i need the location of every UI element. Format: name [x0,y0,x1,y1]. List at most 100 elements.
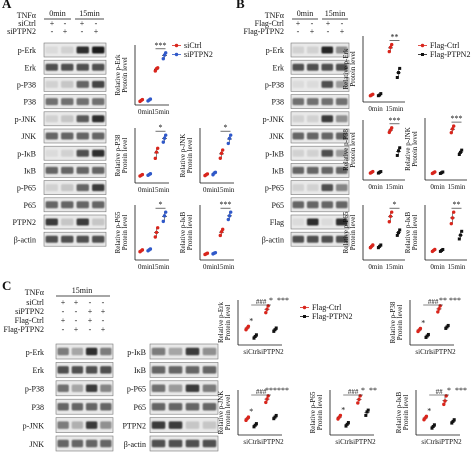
sig-inner-C-pJNK-1: *** [265,386,277,395]
legend-entry-c-1: Flag-PTPN2 [312,312,352,321]
sig-between-C-pJNK: ### [256,388,267,396]
point-B-pP38-1-0-2 [379,170,383,174]
point-A-pIkB-0-1-0 [218,233,222,238]
blot-b-4 [290,111,350,127]
point-B-pJNK-1-1-1 [459,150,462,154]
point-A-pErk-1-0-2 [148,97,153,101]
point-C-pJNK-1-1-1 [273,415,277,419]
point-A-pP65-0-0-2 [140,248,145,252]
cond-label-tnfa-c: TNFα [25,288,45,297]
chart-C-pP38: Relative p-P38 Protein level siCtrl siPTPN2… [389,296,461,356]
point-B-pP65-1-1-2 [398,228,402,232]
point-C-pJNK-1-1-2 [274,413,278,417]
blot-b-9 [290,197,350,213]
cond-sign-b-1-0: - [297,27,300,36]
sig-inner-C-pP65-0: * [341,405,345,414]
band-label-a-9: P65 [24,201,36,210]
point-C-pIkB-0-0-2 [424,414,429,418]
point-C-pIkB-0-1-0 [442,402,446,407]
point-A-pP38-1-0-2 [148,172,153,176]
ylabel-C-pP38: Relative p-P38 [389,301,397,343]
point-B-pP65-0-0-2 [371,243,375,247]
blot-a-0 [43,42,107,58]
cond-sign-b-1-2: - [327,27,330,36]
cond-sign-b-0-1: - [311,19,314,28]
point-A-pP65-0-1-2 [156,226,160,230]
point-B-pErk-0-1-1 [388,45,393,50]
band-label-b-7: IκB [272,166,284,175]
point-B-pErk-1-0-2 [379,92,383,96]
cond-sign-c-0-3: - [102,298,105,307]
cond-sign-a-0-3: - [95,19,98,28]
sig-right-C-pJNK: *** [277,386,289,395]
sig-between-C-pP65: ### [348,388,359,396]
blot-cl-5 [55,435,114,452]
panel-label-c: C [2,278,11,293]
point-B-pP38-0-0-2 [371,169,375,174]
point-C-pP65-1-1-1 [365,410,369,414]
point-B-pP65-1-0-2 [379,243,383,247]
band-label-b-5: JNK [269,132,284,141]
chart-C-pIkB: Relative p-IκB Protein level siCtrl siPTPN2… [395,386,467,446]
cond-sign-c-2-3: - [102,316,105,325]
cond-sign-a-0-0: + [50,19,55,28]
band-label-cl-5: JNK [29,440,44,449]
band-label-b-2: p-P38 [265,80,284,89]
point-A-pIkB-1-0-2 [213,250,218,255]
band-label-cr-2: p-P65 [127,385,146,394]
band-label-cr-3: P65 [134,403,146,412]
point-C-pIkB-1-1-0 [450,421,454,425]
blot-cr-4 [149,417,219,433]
point-A-pIkB-1-1-0 [226,217,230,222]
cond-label-b-1: Flag-PTPN2 [244,27,284,36]
band-label-a-7: IκB [24,166,36,175]
cond-sign-c-1-2: + [88,307,93,316]
point-A-pP38-0-1-1 [154,150,159,154]
legend-entry-c-0: Flag-Ctrl [312,303,342,312]
point-C-pP38-1-1-2 [446,323,450,327]
band-label-b-1: Erk [272,63,284,72]
point-A-pJNK-1-1-1 [227,136,232,141]
panel-label-a: A [2,0,12,11]
cond-sign-b-1-3: + [340,27,345,36]
point-A-pErk-1-1-2 [164,51,168,55]
point-A-pJNK-0-1-1 [219,151,224,156]
point-C-pErk-1-1-0 [272,329,276,333]
ylabel-C-pJNK: Relative p-JNK [217,391,225,435]
time-label-a-1: 15min [79,9,99,18]
band-label-a-6: p-IκB [17,149,36,158]
cond-sign-c-3-3: + [101,325,106,334]
band-label-b-6: p-IκB [265,149,284,158]
point-B-pJNK-1-1-2 [460,148,464,152]
xtick-A-pP65-0: 0min [138,263,153,271]
ylabel2-B-pErk: Protein level [349,51,357,87]
point-C-pErk-1-0-1 [253,334,257,338]
cond-label-b-0: Flag-Ctrl [255,19,285,28]
band-label-cr-0: p-IκB [127,348,146,357]
cond-sign-a-1-0: - [51,27,54,36]
legend-entry-b-1: Flag-PTPN2 [430,50,470,59]
xtick-B-pErk-1: 15min [386,105,404,113]
point-C-pErk-0-1-1 [265,307,269,311]
point-B-pErk-0-1-0 [387,49,391,54]
point-C-pJNK-1-0-1 [253,423,257,427]
cond-sign-b-0-2: + [326,19,331,28]
chart-A-pErk: Relative p-Erk Protein level 0min 15min *** [114,41,170,116]
point-A-pJNK-1-0-2 [213,170,218,174]
point-B-pP38-1-1-2 [398,146,402,150]
cond-sign-c-0-1: + [74,298,79,307]
point-A-pErk-0-1-2 [156,66,160,70]
sig-inner-C-pErk-1: * [269,296,273,305]
cond-sign-a-1-3: + [94,27,99,36]
chart-C-pJNK: Relative p-JNK Protein level siCtrl siPTPN2… [217,386,289,446]
point-B-pJNK-0-1-1 [450,127,455,131]
blot-b-11 [290,231,350,247]
band-label-cr-1: IκB [134,366,146,375]
ylabel-B-pJNK: Relative p-JNK [404,127,412,171]
chart-C-pErk: Relative p-Erk Protein level siCtrl siPTPN2… [217,296,289,356]
chart-B-pP38: Relative p-P38 Protein level 0min 15min *** [342,116,405,191]
band-label-cl-1: Erk [32,366,44,375]
blot-a-6 [43,145,107,161]
point-C-pIkB-1-0-1 [431,424,435,428]
point-C-pJNK-1-0-2 [254,422,258,426]
